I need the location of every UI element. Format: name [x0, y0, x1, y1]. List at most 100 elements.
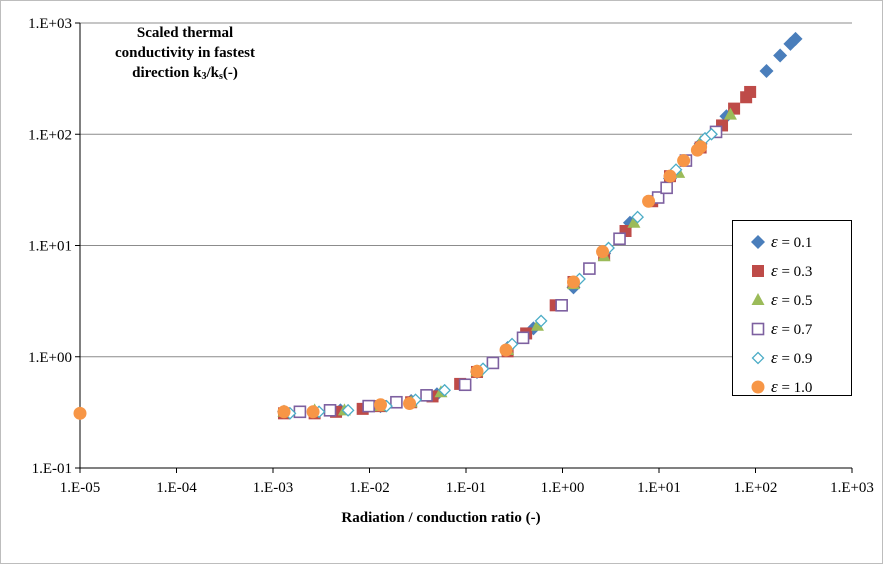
legend-marker — [751, 380, 765, 393]
legend-marker — [752, 264, 764, 277]
data-point — [73, 406, 87, 420]
x-tick-label: 1.E+00 — [541, 480, 585, 496]
legend-marker-shape — [751, 380, 765, 393]
data-point — [420, 389, 433, 402]
data-point — [627, 215, 641, 228]
series-3 — [277, 107, 737, 417]
data-point — [323, 404, 337, 417]
x-tick-label: 1.E-03 — [253, 480, 293, 496]
data-point — [723, 107, 737, 120]
series-6 — [73, 140, 708, 420]
data-point — [705, 127, 718, 141]
data-markers — [73, 31, 803, 420]
legend-label: ε = 1.0 — [771, 377, 812, 397]
chart-title-slash: /k — [206, 65, 219, 81]
data-point — [534, 314, 548, 328]
y-tick-label: 1.E+02 — [28, 127, 72, 143]
legend-value: = 0.5 — [777, 292, 813, 309]
chart-title: Scaled thermal conductivity in fastest d… — [105, 23, 265, 83]
data-point — [694, 140, 708, 154]
y-tick-label: 1.E+03 — [28, 16, 72, 32]
axes — [75, 22, 853, 473]
legend-symbol: ε — [771, 318, 778, 338]
x-tick-label: 1.E+02 — [734, 480, 778, 496]
data-point — [470, 364, 484, 378]
legend-item-5: ε = 0.9 — [733, 343, 851, 372]
data-point — [293, 405, 307, 419]
data-point — [773, 48, 788, 63]
y-tick-label: 1.E+01 — [28, 239, 72, 255]
data-point — [373, 398, 387, 412]
chart-title-sub-1: 3 — [201, 71, 207, 82]
legend-symbol: ε — [771, 289, 778, 309]
data-point — [341, 403, 355, 417]
chart-title-tail: (-) — [222, 65, 238, 81]
series-4 — [293, 125, 723, 419]
legend-item-2: ε = 0.3 — [733, 256, 851, 285]
legend-marker-shape — [751, 351, 765, 364]
legend-marker — [751, 234, 765, 249]
legend-symbol: ε — [771, 376, 778, 396]
legend-label: ε = 0.9 — [771, 348, 812, 368]
legend-symbol: ε — [771, 347, 778, 367]
data-point — [642, 194, 656, 208]
x-tick-label: 1.E-05 — [60, 480, 100, 496]
y-tick-label: 1.E-01 — [32, 461, 72, 477]
x-tick-label: 1.E+03 — [830, 480, 874, 496]
chart-legend: ε = 0.1 ε = 0.3 ε = 0.5 ε = 0.7 ε = 0.9 ε = 1… — [732, 220, 852, 396]
legend-marker — [751, 351, 765, 364]
series-1 — [276, 31, 803, 419]
legend-value: = 0.3 — [777, 263, 813, 280]
legend-marker-shape — [751, 322, 765, 335]
data-point — [362, 399, 375, 413]
x-tick-label: 1.E-04 — [156, 480, 197, 496]
y-tick-label: 1.E+00 — [28, 350, 72, 366]
legend-label: ε = 0.5 — [771, 290, 812, 310]
data-point — [660, 181, 673, 195]
x-tick-label: 1.E-02 — [349, 480, 389, 496]
data-point — [613, 232, 626, 246]
legend-item-6: ε = 1.0 — [733, 372, 851, 401]
data-point — [759, 64, 774, 79]
data-point — [486, 356, 500, 370]
data-point — [438, 383, 452, 397]
legend-value: = 0.9 — [777, 350, 813, 367]
legend-marker — [751, 322, 765, 335]
data-point — [596, 245, 610, 259]
legend-marker — [751, 292, 765, 305]
data-point — [583, 262, 596, 275]
legend-marker-shape — [751, 234, 765, 249]
data-point — [566, 275, 580, 289]
legend-symbol: ε — [771, 231, 778, 251]
x-axis-title: Radiation / conduction ratio (-) — [341, 510, 540, 526]
data-point — [403, 396, 417, 410]
data-point — [516, 331, 530, 345]
x-tick-label: 1.E+01 — [637, 480, 681, 496]
legend-marker-shape — [751, 292, 765, 305]
data-point — [663, 169, 677, 183]
data-point — [788, 31, 803, 46]
data-point — [390, 395, 403, 409]
legend-label: ε = 0.1 — [771, 232, 812, 252]
tick-labels: 1.E-01 1.E+00 1.E+01 1.E+02 1.E+03 1.E-05 1.E-… — [28, 16, 874, 496]
legend-marker-shape — [752, 264, 764, 277]
gridlines — [80, 22, 852, 358]
legend-label: ε = 0.3 — [771, 261, 812, 281]
legend-item-1: ε = 0.1 — [733, 227, 851, 256]
chart-title-main: Scaled thermal conductivity in fastest d… — [115, 25, 255, 81]
legend-item-4: ε = 0.7 — [733, 314, 851, 343]
data-point — [306, 405, 320, 419]
legend-value: = 1.0 — [777, 379, 813, 396]
chart-title-sub-2: s — [218, 71, 223, 82]
data-point — [458, 378, 472, 392]
data-point — [677, 154, 691, 168]
data-point — [631, 210, 645, 224]
legend-value: = 0.1 — [777, 234, 813, 251]
data-point — [499, 343, 513, 357]
series-2 — [277, 85, 757, 420]
legend-symbol: ε — [771, 260, 778, 280]
legend-value: = 0.7 — [777, 321, 813, 338]
data-point — [555, 299, 568, 312]
